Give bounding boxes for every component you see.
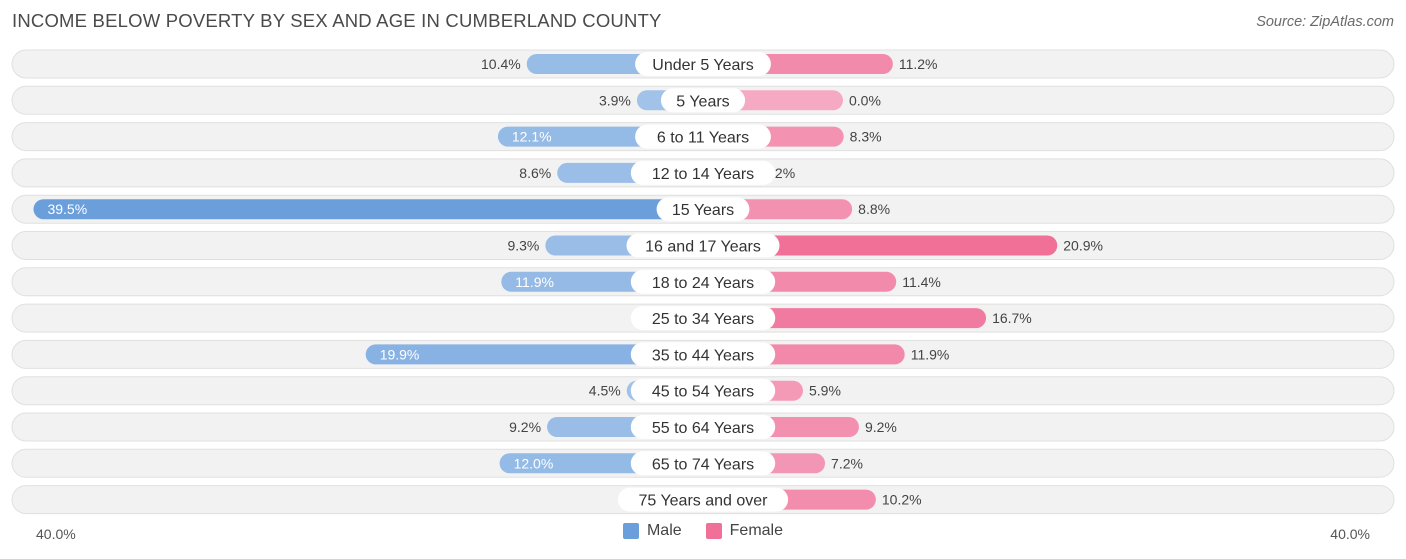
chart-title: INCOME BELOW POVERTY BY SEX AND AGE IN C… <box>12 10 662 31</box>
male-value-label: 8.6% <box>519 165 551 181</box>
legend-male-swatch <box>622 523 639 539</box>
category-pill <box>630 269 776 294</box>
male-value-label: 10.4% <box>481 56 521 72</box>
male-value-label: 39.5% <box>47 201 87 217</box>
category-label: Under 5 Years <box>652 57 753 74</box>
category-pill <box>630 342 776 367</box>
female-value-label: 11.9% <box>911 346 950 362</box>
category-label: 65 to 74 Years <box>652 456 754 473</box>
category-label: 18 to 24 Years <box>652 275 754 292</box>
female-value-label: 11.2% <box>899 56 938 72</box>
female-value-label: 20.9% <box>1063 238 1103 254</box>
male-value-label: 12.0% <box>514 455 554 471</box>
category-label: 6 to 11 Years <box>657 130 749 147</box>
category-pill <box>630 378 776 403</box>
category-pill <box>617 487 789 512</box>
male-value-label: 19.9% <box>380 346 420 362</box>
category-label: 55 to 64 Years <box>652 420 754 437</box>
category-pill <box>656 197 750 222</box>
female-value-label: 10.2% <box>882 492 922 508</box>
category-label: 35 to 44 Years <box>652 347 754 364</box>
male-value-label: 4.5% <box>589 383 621 399</box>
category-pill <box>626 233 780 258</box>
category-pill <box>660 88 746 113</box>
female-bar <box>703 235 1058 256</box>
category-pill <box>630 451 776 476</box>
male-bar <box>33 199 704 220</box>
category-pill <box>635 52 771 76</box>
category-label: 25 to 34 Years <box>652 311 754 328</box>
category-label: 12 to 14 Years <box>652 166 754 183</box>
male-value-label: 9.3% <box>507 238 539 254</box>
male-value-label: 9.2% <box>509 419 541 435</box>
legend-female[interactable]: Female <box>705 522 784 540</box>
category-label: 15 Years <box>672 202 734 219</box>
female-value-label: 8.3% <box>850 129 882 145</box>
female-value-label: 7.2% <box>831 455 863 471</box>
female-value-label: 11.4% <box>902 274 941 290</box>
category-pill <box>630 415 776 439</box>
source-credit: Source: ZipAtlas.com <box>1256 14 1394 30</box>
legend-male-label: Male <box>646 522 682 539</box>
male-value-label: 11.9% <box>515 274 554 290</box>
category-label: 75 Years and over <box>639 493 769 510</box>
axis-right-label: 40.0% <box>1330 526 1370 542</box>
legend-male[interactable]: Male <box>622 522 682 540</box>
male-value-label: 12.1% <box>512 129 552 145</box>
female-value-label: 9.2% <box>865 419 897 435</box>
female-value-label: 5.9% <box>809 383 841 399</box>
category-label: 16 and 17 Years <box>645 239 761 256</box>
axis-left-label: 40.0% <box>36 526 76 542</box>
legend: Male Female <box>0 522 1406 540</box>
female-value-label: 16.7% <box>992 310 1032 326</box>
male-bar <box>365 344 703 365</box>
category-pill <box>630 160 776 185</box>
legend-female-swatch <box>705 523 722 539</box>
male-value-label: 3.9% <box>599 92 631 108</box>
category-pill <box>635 124 771 149</box>
category-label: 45 to 54 Years <box>652 384 754 401</box>
category-pill <box>630 306 776 331</box>
category-label: 5 Years <box>676 93 729 110</box>
female-value-label: 0.0% <box>849 92 881 108</box>
legend-female-label: Female <box>729 522 784 539</box>
female-value-label: 8.8% <box>858 201 890 217</box>
